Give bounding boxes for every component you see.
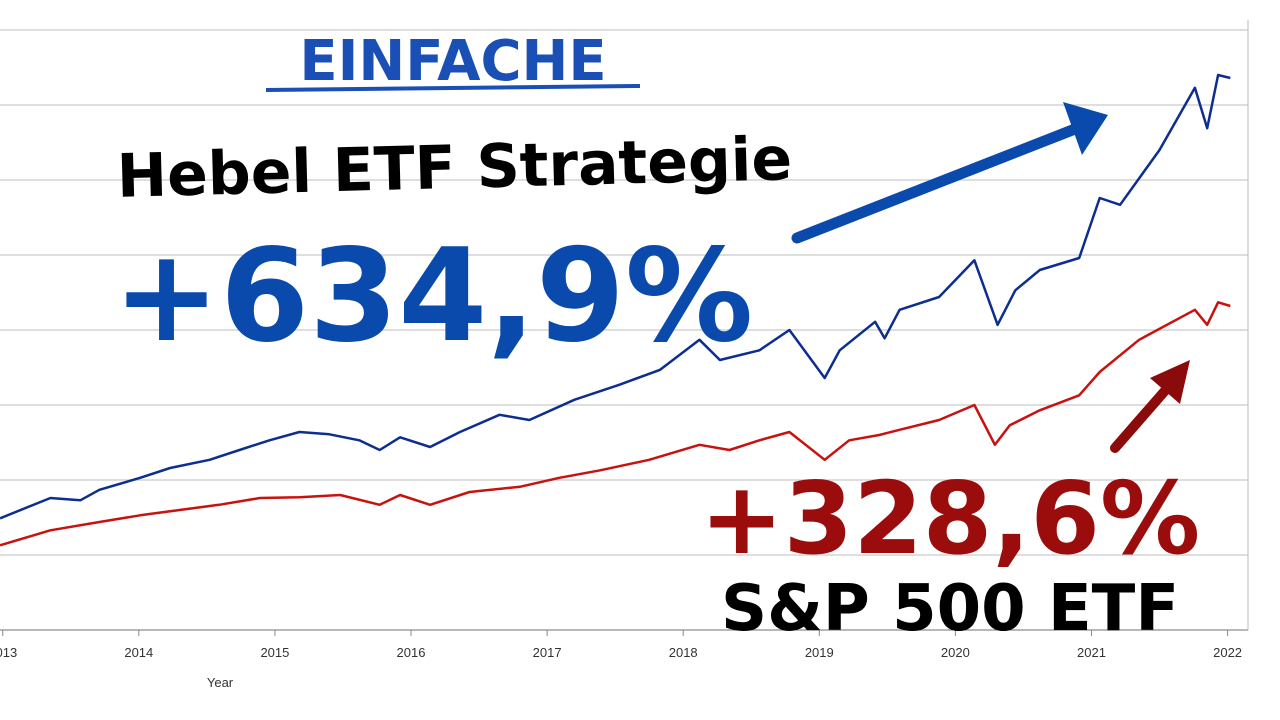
x-tick-label: 2016 <box>397 645 426 660</box>
x-tick-label: 2013 <box>0 645 17 660</box>
x-ticks: 2013 2014 2015 2016 2017 2018 2019 2020 2021 2022 <box>0 630 1242 660</box>
series-line <box>0 301 1231 547</box>
annotation: +634,9% <box>113 222 753 371</box>
blue-arrow-shaft <box>791 123 1081 244</box>
x-tick-label: 2020 <box>941 645 970 660</box>
underline <box>265 84 641 92</box>
x-tick-label: 2018 <box>669 645 698 660</box>
annotation: +328,6% <box>700 460 1200 577</box>
lines <box>0 73 1231 547</box>
annotation: EINFACHE <box>299 29 606 94</box>
x-tick-label: 2015 <box>260 645 289 660</box>
x-axis-label: Year <box>207 675 234 690</box>
x-tick-label: 2021 <box>1077 645 1106 660</box>
series-line <box>0 73 1231 520</box>
x-tick-label: 2019 <box>805 645 834 660</box>
red-arrow-head <box>1150 360 1190 404</box>
annotation: S&P 500 ETF <box>721 572 1179 646</box>
red-arrow-shaft <box>1110 380 1175 453</box>
x-tick-label: 2017 <box>533 645 562 660</box>
x-tick-label: 2022 <box>1213 645 1242 660</box>
blue-arrow-head <box>1063 102 1108 155</box>
x-tick-label: 2014 <box>124 645 153 660</box>
